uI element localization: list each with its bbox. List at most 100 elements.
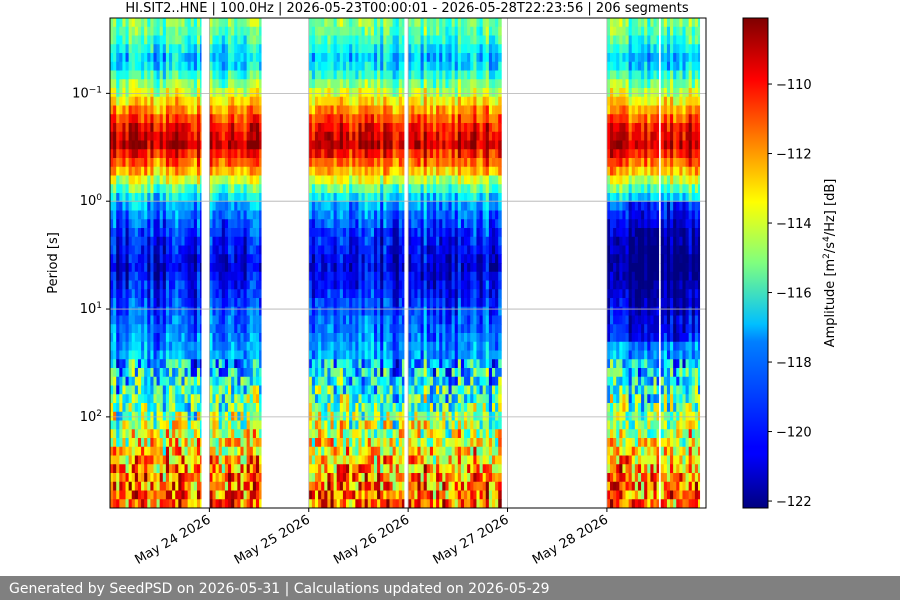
heatmap-cell	[333, 96, 338, 106]
heatmap-cell	[336, 280, 341, 290]
heatmap-cell	[386, 306, 390, 316]
heatmap-cell	[408, 245, 412, 255]
heatmap-cell	[125, 79, 130, 89]
heatmap-cell	[246, 26, 251, 36]
heatmap-cell	[426, 481, 431, 491]
heatmap-cell	[432, 219, 437, 229]
heatmap-cell	[147, 193, 151, 203]
heatmap-cell	[330, 368, 335, 378]
heatmap-cell	[398, 184, 403, 194]
heatmap-cell	[181, 79, 185, 89]
heatmap-cell	[417, 263, 421, 273]
heatmap-cell	[383, 490, 387, 500]
heatmap-cell	[349, 455, 353, 465]
heatmap-cell	[181, 35, 185, 45]
heatmap-cell	[436, 44, 440, 54]
heatmap-cell	[321, 114, 325, 124]
heatmap-cell	[165, 245, 170, 255]
heatmap-cell	[259, 123, 262, 133]
heatmap-cell	[209, 149, 213, 159]
heatmap-cell	[411, 359, 415, 369]
heatmap-cell	[321, 289, 325, 299]
heatmap-cell	[346, 201, 350, 211]
heatmap-cell	[249, 455, 254, 465]
heatmap-cell	[119, 271, 123, 281]
heatmap-cell	[237, 473, 241, 483]
heatmap-cell	[110, 289, 114, 299]
heatmap-cell	[150, 350, 154, 360]
heatmap-cell	[122, 228, 126, 238]
heatmap-cell	[193, 114, 198, 124]
heatmap-cell	[352, 446, 356, 456]
heatmap-cell	[110, 245, 114, 255]
heatmap-cell	[119, 473, 123, 483]
heatmap-cell	[318, 271, 322, 281]
heatmap-cell	[259, 79, 262, 89]
heatmap-cell	[420, 438, 425, 448]
heatmap-cell	[231, 481, 235, 491]
heatmap-cell	[342, 219, 347, 229]
heatmap-cell	[128, 473, 133, 483]
heatmap-cell	[364, 411, 369, 421]
heatmap-cell	[389, 499, 394, 509]
heatmap-cell	[113, 26, 117, 36]
heatmap-cell	[128, 289, 133, 299]
heatmap-cell	[159, 324, 164, 334]
heatmap-cell	[367, 140, 372, 150]
heatmap-cell	[346, 158, 350, 168]
heatmap-cell	[361, 245, 366, 255]
heatmap-cell	[237, 324, 241, 334]
heatmap-cell	[113, 210, 117, 220]
heatmap-cell	[137, 324, 142, 334]
heatmap-cell	[141, 114, 145, 124]
heatmap-cell	[193, 184, 198, 194]
heatmap-cell	[141, 35, 145, 45]
heatmap-cell	[346, 228, 350, 238]
heatmap-cell	[420, 166, 425, 176]
heatmap-cell	[436, 193, 440, 203]
heatmap-cell	[181, 473, 185, 483]
heatmap-cell	[436, 219, 440, 229]
heatmap-cell	[252, 499, 257, 509]
heatmap-cell	[314, 44, 319, 54]
heatmap-cell	[137, 88, 142, 98]
heatmap-cell	[259, 376, 262, 386]
heatmap-cell	[336, 499, 341, 509]
heatmap-cell	[116, 158, 120, 168]
heatmap-cell	[184, 105, 189, 115]
heatmap-cell	[249, 18, 254, 28]
heatmap-cell	[377, 193, 381, 203]
heatmap-cell	[215, 280, 220, 290]
heatmap-cell	[386, 18, 390, 28]
heatmap-cell	[181, 306, 185, 316]
heatmap-cell	[159, 438, 164, 448]
heatmap-cell	[234, 499, 238, 509]
heatmap-cell	[358, 298, 362, 308]
heatmap-cell	[386, 455, 390, 465]
heatmap-cell	[218, 123, 223, 133]
heatmap-cell	[116, 289, 120, 299]
heatmap-cell	[314, 359, 319, 369]
heatmap-cell	[426, 175, 431, 185]
heatmap-cell	[358, 333, 362, 343]
heatmap-cell	[414, 298, 418, 308]
heatmap-cell	[373, 245, 378, 255]
heatmap-cell	[373, 263, 378, 273]
heatmap-cell	[436, 123, 440, 133]
heatmap-cell	[411, 123, 415, 133]
heatmap-cell	[193, 341, 198, 351]
heatmap-cell	[128, 271, 133, 281]
heatmap-cell	[125, 201, 130, 211]
heatmap-cell	[113, 245, 117, 255]
heatmap-cell	[159, 473, 164, 483]
heatmap-cell	[122, 481, 126, 491]
heatmap-cell	[249, 411, 254, 421]
heatmap-cell	[324, 184, 328, 194]
heatmap-cell	[237, 61, 241, 71]
heatmap-cell	[212, 289, 216, 299]
heatmap-cell	[355, 219, 359, 229]
heatmap-cell	[327, 394, 331, 404]
heatmap-cell	[156, 245, 161, 255]
heatmap-cell	[414, 289, 418, 299]
heatmap-cell	[243, 490, 248, 500]
